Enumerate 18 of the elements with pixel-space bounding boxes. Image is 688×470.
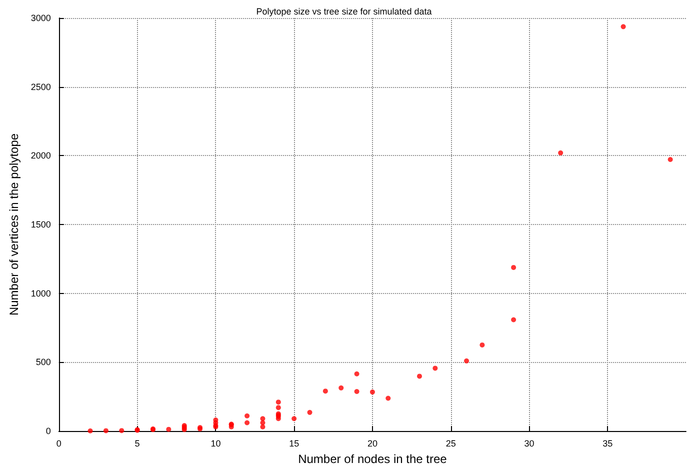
x-tick-label: 15: [289, 438, 300, 448]
x-tick-label: 25: [446, 438, 456, 448]
y-tick-label: 1500: [30, 220, 51, 230]
x-tick-label: 20: [367, 438, 378, 448]
y-tick-label: 1000: [30, 288, 51, 298]
x-tick-label: 35: [602, 438, 613, 448]
y-tick-label: 500: [36, 357, 51, 368]
chart-title: Polytope size vs tree size for simulated data: [256, 6, 432, 16]
x-tick-label: 0: [56, 438, 62, 448]
y-tick-label: 0: [46, 426, 51, 436]
y-axis-title: Number of vertices in the polytope: [7, 133, 21, 316]
x-tick-label: 5: [134, 438, 140, 448]
y-tick-label: 2500: [30, 82, 51, 92]
x-axis-title: Number of nodes in the tree: [298, 452, 448, 466]
x-tick-label: 30: [524, 438, 534, 448]
y-tick-label: 3000: [30, 13, 51, 23]
y-tick-label: 2000: [30, 150, 51, 161]
x-tick-label: 10: [210, 438, 221, 448]
